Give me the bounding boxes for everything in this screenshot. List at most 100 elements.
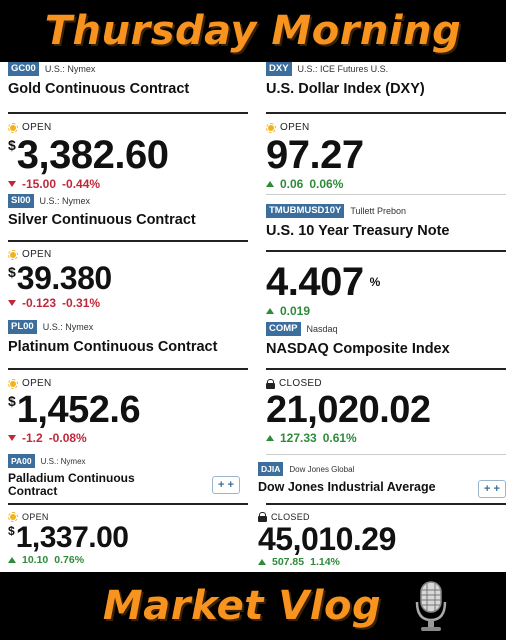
price: 39.380	[16, 260, 112, 296]
ticker-badge: COMP	[266, 322, 301, 336]
microphone-icon	[415, 581, 447, 631]
exchange-source: Dow Jones Global	[289, 464, 355, 474]
change-percent: 0.61%	[322, 431, 357, 445]
bottom-banner-title: Market Vlog	[102, 583, 382, 629]
ticker-badge: DJIA	[258, 462, 284, 476]
dow-quote: CLOSED 45,010.29 507.85 1.14%	[258, 512, 506, 568]
instrument-name: Platinum Continuous Contract	[8, 339, 218, 355]
sun-icon	[8, 378, 18, 389]
divider	[8, 112, 248, 114]
up-arrow-icon	[266, 435, 274, 441]
bottom-banner: Market Vlog	[0, 572, 506, 640]
palladium-header[interactable]: PA00 U.S.: Nymex Palladium Continuous Co…	[8, 454, 248, 498]
price: 4.407	[266, 260, 364, 304]
ticker-badge: SI00	[8, 194, 34, 208]
ticker-badge: PA00	[8, 454, 35, 468]
change-percent: 0.76%	[54, 554, 85, 566]
ticker-badge: TMUBMUSD10Y	[266, 204, 345, 218]
nasdaq-header[interactable]: COMP Nasdaq NASDAQ Composite Index	[266, 322, 506, 357]
change-percent: -0.31%	[62, 296, 101, 310]
exchange-source: U.S.: Nymex	[40, 456, 86, 466]
market-data-panel: GC00 U.S.: Nymex Gold Continuous Contrac…	[0, 62, 506, 572]
market-status: CLOSED	[279, 378, 322, 389]
ticker-badge: PL00	[8, 320, 37, 334]
change-value: -15.00	[22, 177, 57, 191]
down-arrow-icon	[8, 181, 16, 187]
market-status: CLOSED	[271, 512, 310, 522]
change-value: 507.85	[272, 556, 305, 568]
dow-header[interactable]: DJIA Dow Jones Global Dow Jones Industri…	[258, 462, 506, 494]
divider	[266, 503, 506, 505]
change-percent: 1.14%	[310, 556, 340, 568]
sun-icon	[8, 249, 18, 260]
instrument-name: Silver Continuous Contract	[8, 212, 196, 228]
market-status: OPEN	[22, 249, 52, 260]
price: 1,337.00	[15, 521, 129, 554]
change-value: 0.019	[280, 304, 311, 318]
instrument-name: U.S. Dollar Index (DXY)	[266, 81, 425, 97]
price: 1,452.6	[16, 389, 141, 431]
sun-icon	[8, 122, 18, 133]
divider	[266, 250, 506, 252]
market-status: OPEN	[280, 122, 310, 133]
lock-icon	[258, 512, 267, 522]
divider	[266, 368, 506, 370]
change-percent: 0.06%	[309, 177, 344, 191]
exchange-source: Nasdaq	[306, 324, 338, 334]
add-to-watchlist-button[interactable]: + +	[212, 476, 240, 494]
market-status: OPEN	[22, 122, 52, 133]
price: 21,020.02	[266, 389, 431, 431]
top-banner-title: Thursday Morning	[44, 8, 462, 54]
sun-icon	[8, 512, 18, 522]
sun-icon	[266, 122, 276, 133]
instrument-name: Dow Jones Industrial Average	[258, 480, 436, 494]
silver-quote: OPEN $ 39.380 -0.123 -0.31%	[8, 249, 248, 310]
divider	[8, 368, 248, 370]
exchange-source: U.S.: Nymex	[44, 64, 96, 74]
lock-icon	[266, 378, 275, 389]
up-arrow-icon	[258, 559, 266, 565]
gold-quote: OPEN $ 3,382.60 -15.00 -0.44%	[8, 122, 248, 191]
divider	[266, 454, 506, 455]
treasury-quote: 4.407 % 0.019	[266, 260, 506, 318]
dxy-header[interactable]: DXY U.S.: ICE Futures U.S. U.S. Dollar I…	[266, 62, 506, 97]
price: 3,382.60	[16, 133, 169, 177]
down-arrow-icon	[8, 435, 16, 441]
gold-header[interactable]: GC00 U.S.: Nymex Gold Continuous Contrac…	[8, 62, 248, 97]
change-value: -1.2	[22, 431, 43, 445]
up-arrow-icon	[8, 557, 16, 563]
dxy-quote: OPEN 97.27 0.06 0.06%	[266, 122, 506, 191]
treasury-header[interactable]: TMUBMUSD10Y Tullett Prebon U.S. 10 Year …	[266, 204, 506, 239]
change-value: -0.123	[22, 296, 57, 310]
currency-symbol: $	[8, 393, 16, 409]
change-value: 0.06	[280, 177, 304, 191]
palladium-quote: OPEN $ 1,337.00 10.10 0.76%	[8, 512, 248, 566]
instrument-name: U.S. 10 Year Treasury Note	[266, 223, 450, 239]
left-column: GC00 U.S.: Nymex Gold Continuous Contrac…	[0, 62, 248, 572]
price: 97.27	[266, 133, 364, 177]
instrument-name: Gold Continuous Contract	[8, 81, 190, 97]
ticker-badge: DXY	[266, 62, 292, 76]
exchange-source: U.S.: Nymex	[39, 196, 91, 206]
change-value: 10.10	[22, 554, 49, 566]
platinum-header[interactable]: PL00 U.S.: Nymex Platinum Continuous Con…	[8, 320, 248, 355]
ticker-badge: GC00	[8, 62, 39, 76]
divider	[266, 112, 506, 114]
instrument-name: Palladium Continuous Contract	[8, 471, 135, 498]
change-percent: -0.44%	[62, 177, 101, 191]
change-value: 127.33	[280, 431, 317, 445]
market-status: OPEN	[22, 378, 52, 389]
instrument-name: NASDAQ Composite Index	[266, 341, 450, 357]
market-status: OPEN	[22, 512, 49, 522]
divider	[266, 194, 506, 195]
add-to-watchlist-button[interactable]: + +	[478, 480, 506, 498]
nasdaq-quote: CLOSED 21,020.02 127.33 0.61%	[266, 378, 506, 445]
change-percent: -0.08%	[48, 431, 87, 445]
exchange-source: Tullett Prebon	[350, 206, 407, 216]
silver-header[interactable]: SI00 U.S.: Nymex Silver Continuous Contr…	[8, 194, 248, 228]
top-banner: Thursday Morning	[0, 0, 506, 62]
up-arrow-icon	[266, 181, 274, 187]
currency-symbol: $	[8, 524, 15, 538]
down-arrow-icon	[8, 300, 16, 306]
up-arrow-icon	[266, 308, 274, 314]
